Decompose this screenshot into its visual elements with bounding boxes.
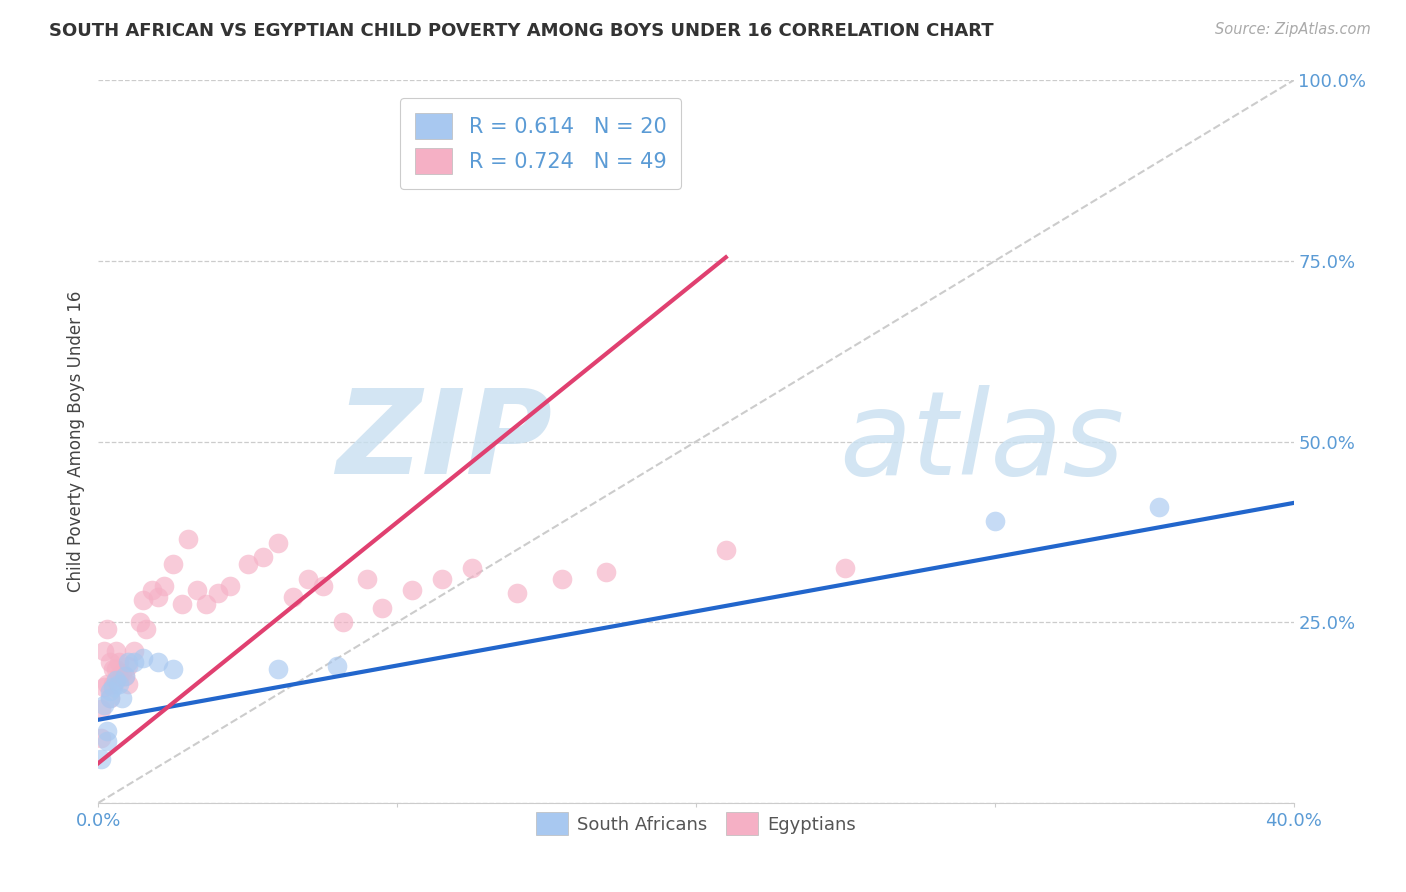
- Point: [135, 623, 157, 637]
- Point: [93, 698, 115, 713]
- Point: [207, 586, 229, 600]
- Point: [124, 644, 146, 658]
- Point: [96, 723, 118, 738]
- Legend: South Africans, Egyptians: South Africans, Egyptians: [523, 799, 869, 848]
- Point: [148, 590, 170, 604]
- Point: [267, 535, 290, 549]
- Point: [356, 572, 378, 586]
- Point: [98, 683, 122, 698]
- Point: [96, 676, 118, 690]
- Point: [111, 691, 134, 706]
- Point: [90, 702, 112, 716]
- Point: [236, 558, 259, 572]
- Point: [96, 734, 118, 748]
- Point: [267, 662, 290, 676]
- Point: [105, 662, 128, 676]
- Point: [117, 676, 139, 690]
- Point: [297, 572, 319, 586]
- Text: atlas: atlas: [839, 384, 1125, 499]
- Point: [132, 593, 155, 607]
- Point: [162, 662, 184, 676]
- Point: [114, 669, 136, 683]
- Point: [430, 572, 453, 586]
- Point: [103, 676, 125, 690]
- Point: [103, 662, 125, 676]
- Point: [281, 590, 304, 604]
- Point: [252, 550, 274, 565]
- Point: [219, 579, 242, 593]
- Point: [117, 655, 139, 669]
- Point: [332, 615, 354, 630]
- Point: [162, 558, 184, 572]
- Point: [186, 582, 208, 597]
- Point: [114, 669, 136, 683]
- Point: [132, 651, 155, 665]
- Point: [93, 644, 115, 658]
- Point: [595, 565, 617, 579]
- Point: [108, 676, 131, 690]
- Text: ZIP: ZIP: [336, 384, 553, 499]
- Point: [834, 561, 856, 575]
- Point: [90, 731, 112, 745]
- Point: [93, 680, 115, 694]
- Point: [195, 597, 218, 611]
- Point: [98, 691, 122, 706]
- Point: [108, 669, 131, 683]
- Point: [1147, 500, 1170, 514]
- Point: [105, 644, 128, 658]
- Point: [96, 623, 118, 637]
- Point: [311, 579, 333, 593]
- Point: [103, 680, 125, 694]
- Point: [550, 572, 572, 586]
- Y-axis label: Child Poverty Among Boys Under 16: Child Poverty Among Boys Under 16: [66, 291, 84, 592]
- Point: [98, 655, 122, 669]
- Point: [111, 665, 134, 680]
- Point: [714, 542, 737, 557]
- Point: [371, 600, 394, 615]
- Point: [124, 655, 146, 669]
- Point: [401, 582, 423, 597]
- Point: [326, 658, 349, 673]
- Point: [141, 582, 163, 597]
- Point: [117, 658, 139, 673]
- Point: [177, 532, 200, 546]
- Point: [129, 615, 152, 630]
- Point: [461, 561, 484, 575]
- Point: [98, 691, 122, 706]
- Point: [105, 673, 128, 687]
- Point: [506, 586, 529, 600]
- Point: [90, 752, 112, 766]
- Point: [153, 579, 176, 593]
- Point: [172, 597, 194, 611]
- Point: [148, 655, 170, 669]
- Point: [984, 514, 1007, 528]
- Text: SOUTH AFRICAN VS EGYPTIAN CHILD POVERTY AMONG BOYS UNDER 16 CORRELATION CHART: SOUTH AFRICAN VS EGYPTIAN CHILD POVERTY …: [49, 22, 994, 40]
- Point: [108, 655, 131, 669]
- Text: Source: ZipAtlas.com: Source: ZipAtlas.com: [1215, 22, 1371, 37]
